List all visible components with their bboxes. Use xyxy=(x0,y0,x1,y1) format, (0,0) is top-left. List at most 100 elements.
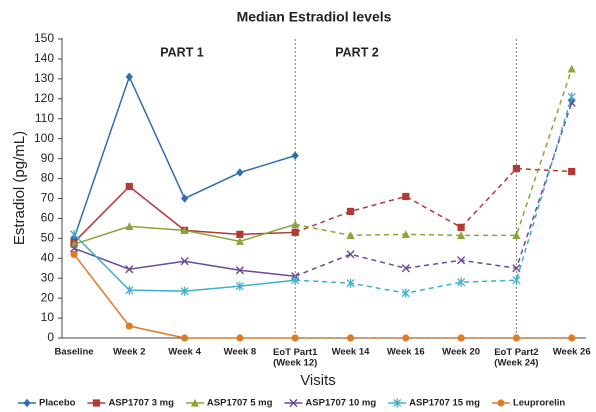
marker xyxy=(346,278,355,288)
data-point xyxy=(69,229,79,239)
data-point xyxy=(346,334,355,342)
marker xyxy=(180,286,189,296)
marker xyxy=(512,164,520,173)
chart-title: Median Estradiol levels xyxy=(237,9,392,25)
marker xyxy=(181,194,189,203)
data-point xyxy=(346,231,355,239)
y-tick-label: 40 xyxy=(41,250,55,264)
marker xyxy=(181,334,189,342)
marker xyxy=(401,230,410,238)
legend-marker xyxy=(190,398,200,407)
marker xyxy=(125,265,134,274)
data-point xyxy=(457,223,465,231)
marker xyxy=(236,230,244,238)
marker xyxy=(346,231,355,239)
series-line xyxy=(295,68,573,237)
y-tick-label: 10 xyxy=(41,310,55,324)
x-axis-title: Visits xyxy=(300,372,336,389)
marker xyxy=(180,226,189,234)
data-point xyxy=(125,285,134,295)
marker xyxy=(125,72,133,82)
marker xyxy=(512,264,521,273)
marker xyxy=(125,222,134,230)
y-tick-label: 150 xyxy=(34,31,54,45)
legend-label: ASP1707 3 mg xyxy=(108,398,174,409)
marker xyxy=(236,168,244,177)
legend-marker xyxy=(23,398,31,408)
marker xyxy=(497,399,505,407)
y-tick-label: 80 xyxy=(41,171,55,185)
annotation: PART 2 xyxy=(335,45,379,59)
data-point xyxy=(291,334,299,342)
data-point xyxy=(180,226,189,234)
data-point xyxy=(512,275,521,285)
marker xyxy=(236,334,244,342)
data-point xyxy=(235,237,244,245)
marker xyxy=(346,207,355,216)
data-point xyxy=(457,256,466,265)
marker xyxy=(457,223,465,231)
series-line xyxy=(73,233,296,292)
data-point xyxy=(291,228,299,236)
marker xyxy=(402,192,410,201)
y-tick-label: 50 xyxy=(41,231,55,245)
data-point xyxy=(236,168,244,177)
marker xyxy=(402,334,410,342)
legend-label: ASP1707 15 mg xyxy=(409,398,480,409)
x-tick-label: Week 4 xyxy=(168,347,201,358)
series-line xyxy=(294,102,573,277)
marker xyxy=(512,334,521,342)
data-point xyxy=(568,334,576,342)
marker xyxy=(401,264,410,273)
y-tick-label: 90 xyxy=(41,151,55,165)
data-point xyxy=(125,265,134,274)
data-point xyxy=(291,220,300,228)
marker xyxy=(567,92,576,102)
marker xyxy=(568,167,576,176)
data-point xyxy=(457,231,466,239)
x-tick-label: Week 14 xyxy=(332,347,371,358)
data-point xyxy=(401,288,410,298)
data-point xyxy=(568,167,576,176)
y-tick-label: 100 xyxy=(34,131,54,145)
data-point xyxy=(180,257,189,266)
legend-label: Leuprorelin xyxy=(513,398,565,409)
data-point xyxy=(402,334,410,342)
marker xyxy=(235,237,244,245)
y-tick-label: 120 xyxy=(34,91,54,105)
data-point xyxy=(236,334,244,342)
marker xyxy=(512,275,521,285)
marker xyxy=(457,256,466,265)
y-axis-title: Estradiol (pg/mL) xyxy=(11,131,28,245)
x-tick-label: Week 26 xyxy=(553,347,591,358)
legend-label: ASP1707 5 mg xyxy=(207,398,273,409)
x-tick-label: EoT Part1 (Week 12) xyxy=(273,347,318,368)
data-point xyxy=(457,334,465,342)
legend-marker xyxy=(92,399,101,407)
data-point xyxy=(125,222,134,230)
data-point xyxy=(70,250,78,258)
data-point xyxy=(457,277,466,287)
marker xyxy=(346,334,355,342)
marker xyxy=(23,398,31,408)
annotation: PART 1 xyxy=(160,45,204,59)
x-tick-label: Baseline xyxy=(54,347,93,358)
marker xyxy=(291,151,299,160)
y-tick-label: 130 xyxy=(34,71,54,85)
data-point xyxy=(69,244,79,253)
data-point xyxy=(567,92,576,102)
marker xyxy=(289,398,298,408)
marker xyxy=(457,231,466,239)
data-point xyxy=(291,151,299,160)
y-tick-label: 140 xyxy=(34,51,54,65)
y-tick-label: 0 xyxy=(47,330,54,344)
marker xyxy=(235,266,244,275)
data-point xyxy=(346,207,355,216)
legend-label: Placebo xyxy=(39,398,76,409)
marker xyxy=(457,334,465,342)
marker xyxy=(125,182,133,191)
data-point xyxy=(291,275,300,285)
data-point xyxy=(567,64,576,73)
data-point xyxy=(512,231,521,239)
